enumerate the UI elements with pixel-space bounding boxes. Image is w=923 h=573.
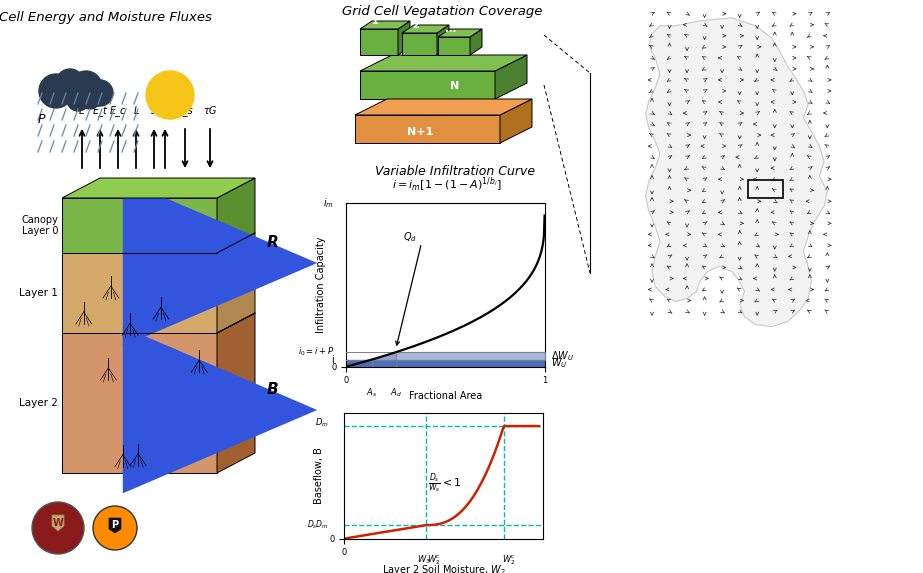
Text: Cell Energy and Moisture Fluxes: Cell Energy and Moisture Fluxes (0, 11, 211, 25)
Text: R: R (267, 235, 279, 250)
Polygon shape (470, 29, 482, 55)
Polygon shape (355, 99, 532, 115)
Text: $Q_d$: $Q_d$ (402, 230, 416, 244)
Text: Canopy
Layer 0: Canopy Layer 0 (21, 215, 58, 236)
Text: B: B (267, 382, 279, 397)
Text: Grid Cell Vegatation Coverage: Grid Cell Vegatation Coverage (342, 5, 542, 18)
Text: Q: Q (139, 280, 148, 290)
Text: $i = i_m[1-(1-A)^{1/b_i}]$: $i = i_m[1-(1-A)^{1/b_i}]$ (392, 176, 502, 194)
Circle shape (39, 74, 73, 108)
Polygon shape (438, 37, 470, 55)
Polygon shape (437, 25, 449, 55)
Polygon shape (402, 33, 437, 55)
Text: $D_sD_m$: $D_sD_m$ (306, 519, 329, 531)
Text: Layer 2: Layer 2 (19, 398, 58, 408)
Text: 1: 1 (372, 16, 378, 26)
Polygon shape (398, 21, 410, 55)
Text: W: W (53, 518, 64, 528)
Polygon shape (495, 55, 527, 99)
Polygon shape (360, 55, 527, 71)
Text: $\Delta W_U$: $\Delta W_U$ (550, 349, 574, 363)
Text: P: P (112, 520, 118, 530)
Circle shape (93, 506, 137, 550)
Polygon shape (62, 178, 255, 198)
Text: R_s: R_s (176, 105, 194, 116)
Circle shape (87, 80, 113, 106)
Text: S: S (150, 106, 157, 116)
Text: Q: Q (139, 390, 148, 400)
Circle shape (70, 71, 102, 103)
Text: $i_m$: $i_m$ (323, 197, 334, 210)
Text: $A_s$: $A_s$ (366, 386, 378, 399)
Text: E: E (79, 106, 85, 116)
X-axis label: Layer 2 Soil Moisture, $W_2$: Layer 2 Soil Moisture, $W_2$ (381, 563, 506, 573)
Polygon shape (52, 515, 64, 531)
Polygon shape (62, 253, 217, 333)
Polygon shape (217, 233, 255, 333)
Text: $W_U=W_0+W_1$: $W_U=W_0+W_1$ (406, 225, 484, 239)
Text: $W_U$: $W_U$ (550, 356, 567, 370)
Polygon shape (109, 518, 121, 533)
Polygon shape (217, 313, 255, 473)
Text: i: i (126, 237, 129, 247)
Circle shape (32, 502, 84, 554)
Polygon shape (645, 18, 827, 327)
Polygon shape (217, 178, 255, 253)
Text: Layer 1: Layer 1 (19, 288, 58, 298)
Text: L: L (133, 106, 138, 116)
Text: $W_2^c$: $W_2^c$ (502, 554, 516, 567)
Text: $\frac{D_s}{W_s}<1$: $\frac{D_s}{W_s}<1$ (427, 470, 462, 494)
Polygon shape (438, 29, 482, 37)
Polygon shape (402, 25, 449, 33)
Circle shape (80, 89, 100, 109)
Circle shape (67, 89, 89, 111)
Text: $i_0=i+P$: $i_0=i+P$ (298, 346, 334, 359)
Polygon shape (360, 71, 495, 99)
Text: P: P (38, 113, 45, 126)
Bar (748, 180, 783, 198)
Text: E_t: E_t (92, 105, 107, 116)
Text: $W_2^c$: $W_2^c$ (426, 554, 440, 567)
Polygon shape (360, 29, 398, 55)
Polygon shape (355, 115, 500, 143)
Polygon shape (500, 99, 532, 143)
Polygon shape (62, 333, 217, 473)
Text: i: i (331, 355, 334, 364)
Text: R_t: R_t (157, 105, 173, 116)
Text: N: N (450, 81, 459, 92)
X-axis label: Fractional Area: Fractional Area (409, 391, 482, 401)
Text: $A_d$: $A_d$ (390, 386, 402, 399)
Text: Variable Infiltration Curve: Variable Infiltration Curve (375, 165, 535, 178)
Text: ...: ... (445, 24, 457, 34)
Text: Baseflow Curve: Baseflow Curve (403, 358, 500, 371)
Text: 2: 2 (413, 20, 419, 30)
Y-axis label: Baseflow, B: Baseflow, B (314, 447, 324, 504)
Text: $D_m$: $D_m$ (315, 417, 329, 429)
Text: τG: τG (203, 106, 217, 116)
Text: E_c: E_c (110, 105, 126, 116)
Y-axis label: Infiltration Capacity: Infiltration Capacity (316, 237, 326, 333)
Text: N+1: N+1 (407, 127, 434, 137)
Circle shape (56, 69, 84, 97)
Text: $W_3$: $W_3$ (417, 554, 430, 566)
Circle shape (146, 71, 194, 119)
Polygon shape (62, 198, 217, 253)
Polygon shape (360, 21, 410, 29)
